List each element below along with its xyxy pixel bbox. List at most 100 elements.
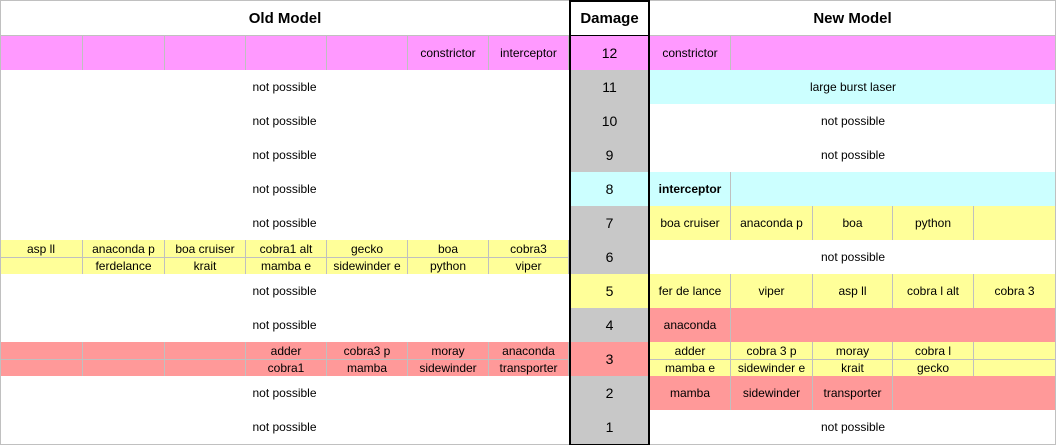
section-fill [0, 410, 569, 445]
cell [246, 36, 327, 70]
cell: mamba [327, 359, 408, 376]
section-fill [650, 308, 1056, 343]
damage-cell: 9 [569, 138, 650, 173]
cell: anaconda p [731, 206, 813, 240]
cell: gecko [893, 359, 974, 376]
cell [974, 342, 1056, 360]
header-cell: Old Model [0, 0, 569, 36]
cell: python [893, 206, 974, 240]
cell: anaconda [489, 342, 569, 360]
damage-cell: 4 [569, 308, 650, 343]
cell: viper [731, 274, 813, 308]
damage-cell: 10 [569, 104, 650, 139]
cell: cobra3 p [327, 342, 408, 360]
cell: cobra1 [246, 359, 327, 376]
cell: cobra l alt [893, 274, 974, 308]
merged-cell: large burst laser [809, 80, 897, 94]
section-fill [0, 206, 569, 241]
cell: transporter [489, 359, 569, 376]
cell [327, 36, 408, 70]
section-fill [0, 274, 569, 309]
cell [0, 36, 83, 70]
merged-cell: not possible [252, 284, 317, 298]
cell: viper [489, 257, 569, 274]
section-fill [650, 70, 1056, 105]
cell: sidewinder [731, 376, 813, 410]
cell: anaconda p [83, 240, 165, 258]
section-fill [650, 376, 1056, 411]
cell: cobra1 alt [246, 240, 327, 258]
cell: mamba e [246, 257, 327, 274]
cell: interceptor [489, 36, 569, 70]
cell: interceptor [650, 172, 731, 206]
section-fill [0, 104, 569, 139]
merged-cell: not possible [252, 148, 317, 162]
damage-cell: 12 [569, 36, 650, 71]
merged-cell: not possible [820, 114, 886, 128]
cell [83, 36, 165, 70]
cell [0, 342, 83, 360]
cell [974, 359, 1056, 376]
damage-cell: 5 [569, 274, 650, 309]
cell: ferdelance [83, 257, 165, 274]
section-fill [650, 410, 1056, 445]
cell: cobra3 [489, 240, 569, 258]
damage-cell: 8 [569, 172, 650, 207]
merged-cell: not possible [252, 318, 317, 332]
merged-cell: not possible [252, 420, 317, 434]
damage-cell: 1 [569, 410, 650, 445]
cell: asp ll [813, 274, 893, 308]
cell: krait [813, 359, 893, 376]
cell: sidewinder e [731, 359, 813, 376]
section-fill [0, 376, 569, 411]
cell: cobra 3 [974, 274, 1056, 308]
cell [0, 359, 83, 376]
cell: moray [813, 342, 893, 360]
cell: fer de lance [650, 274, 731, 308]
cell [165, 342, 246, 360]
cell: gecko [327, 240, 408, 258]
header-cell: Damage [569, 0, 650, 37]
section-fill [650, 240, 1056, 275]
cell: krait [165, 257, 246, 274]
cell: boa cruiser [165, 240, 246, 258]
merged-cell: not possible [252, 80, 317, 94]
cell [0, 257, 83, 274]
cell: transporter [813, 376, 893, 410]
damage-cell: 11 [569, 70, 650, 105]
cell: sidewinder [408, 359, 489, 376]
merged-cell: not possible [820, 250, 886, 264]
cell [165, 36, 246, 70]
cell [165, 359, 246, 376]
merged-cell: not possible [820, 148, 886, 162]
damage-cell: 2 [569, 376, 650, 411]
damage-cell: 6 [569, 240, 650, 275]
cell: asp ll [0, 240, 83, 258]
cell: cobra l [893, 342, 974, 360]
cell [974, 206, 1056, 240]
cell [83, 359, 165, 376]
merged-cell: not possible [820, 420, 886, 434]
header-cell: New Model [650, 0, 1056, 36]
section-fill [0, 70, 569, 105]
cell: boa cruiser [650, 206, 731, 240]
merged-cell: not possible [252, 114, 317, 128]
cell: sidewinder e [327, 257, 408, 274]
section-fill [650, 36, 1056, 71]
cell: boa [813, 206, 893, 240]
cell: anaconda [650, 308, 731, 342]
merged-cell: not possible [252, 386, 317, 400]
cell: adder [650, 342, 731, 360]
cell [83, 342, 165, 360]
cell: python [408, 257, 489, 274]
cell: constrictor [650, 36, 731, 70]
cell: adder [246, 342, 327, 360]
cell: moray [408, 342, 489, 360]
damage-cell: 3 [569, 342, 650, 377]
cell: mamba e [650, 359, 731, 376]
damage-cell: 7 [569, 206, 650, 241]
cell: cobra 3 p [731, 342, 813, 360]
cell: constrictor [408, 36, 489, 70]
merged-cell: not possible [252, 216, 317, 230]
